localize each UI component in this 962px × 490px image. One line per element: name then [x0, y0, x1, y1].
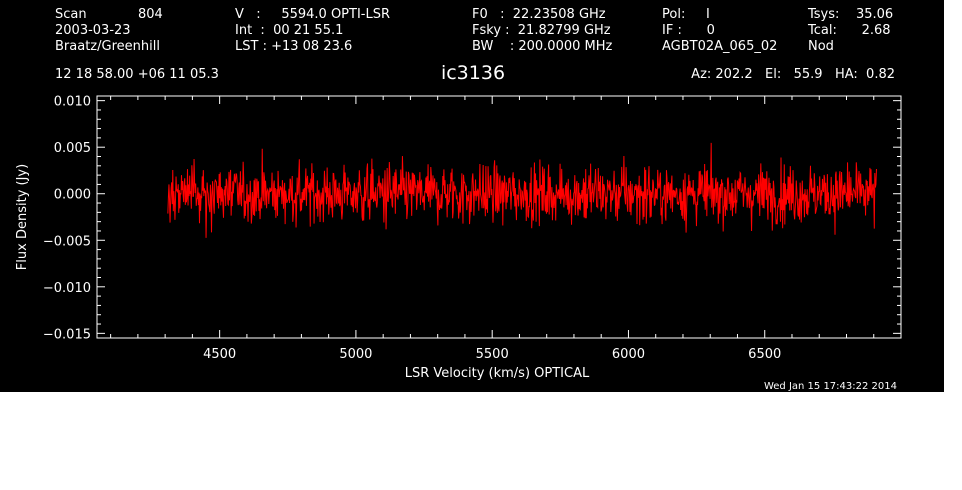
source-name: ic3136: [441, 62, 505, 84]
pol-line: Pol: I: [662, 7, 710, 22]
header-block: Scan 804 2003-03-23 Braatz/Greenhill 12 …: [55, 7, 895, 84]
axes-frame: [96, 95, 902, 339]
x-tick-label: 5000: [339, 347, 372, 362]
if-line: IF : 0: [662, 23, 715, 38]
y-axis-label: Flux Density (Jy): [15, 164, 30, 270]
bandwidth-line: BW : 200.0000 MHz: [472, 39, 613, 54]
x-tick-label: 5500: [476, 347, 509, 362]
tsys-line: Tsys: 35.06: [807, 7, 893, 22]
spectrum-trace-layer: [167, 142, 877, 238]
x-tick-label: 6500: [748, 347, 781, 362]
f0-line: F0 : 22.23508 GHz: [472, 7, 606, 22]
scan-label: Scan: [55, 7, 87, 22]
int-time-line: Int : 00 21 55.1: [235, 23, 343, 38]
observers: Braatz/Greenhill: [55, 39, 160, 54]
tcal-line: Tcal: 2.68: [807, 23, 891, 38]
y-tick-label: −0.005: [43, 234, 91, 249]
source-coords: 12 18 58.00 +06 11 05.3: [55, 67, 219, 82]
y-tick-label: 0.000: [54, 188, 91, 203]
y-tick-label: −0.015: [43, 327, 91, 342]
az-el-ha: Az: 202.2 El: 55.9 HA: 0.82: [691, 67, 895, 82]
velocity-line: V : 5594.0 OPTI-LSR: [235, 7, 390, 22]
y-tick-label: 0.005: [54, 141, 91, 156]
y-tick-label: 0.010: [54, 95, 91, 110]
obs-mode: Nod: [808, 39, 834, 54]
y-tick-label: −0.010: [43, 281, 91, 296]
spectrum-trace: [167, 142, 877, 238]
scan-value: 804: [138, 7, 163, 22]
lst-line: LST : +13 08 23.6: [235, 39, 352, 54]
x-axis-label: LSR Velocity (km/s) OPTICAL: [405, 366, 590, 381]
project-id: AGBT02A_065_02: [662, 39, 777, 54]
x-tick-label: 4500: [203, 347, 236, 362]
fsky-line: Fsky : 21.82799 GHz: [472, 23, 611, 38]
spectrum-chart: Scan 804 2003-03-23 Braatz/Greenhill 12 …: [15, 7, 902, 392]
timestamp: Wed Jan 15 17:43:22 2014: [764, 381, 897, 392]
axis-ticks: 4500 5000 5500 6000 6500 0.010 0.005 0.000 −0.00…: [43, 95, 901, 362]
obs-date: 2003-03-23: [55, 23, 131, 38]
x-tick-label: 6000: [612, 347, 645, 362]
